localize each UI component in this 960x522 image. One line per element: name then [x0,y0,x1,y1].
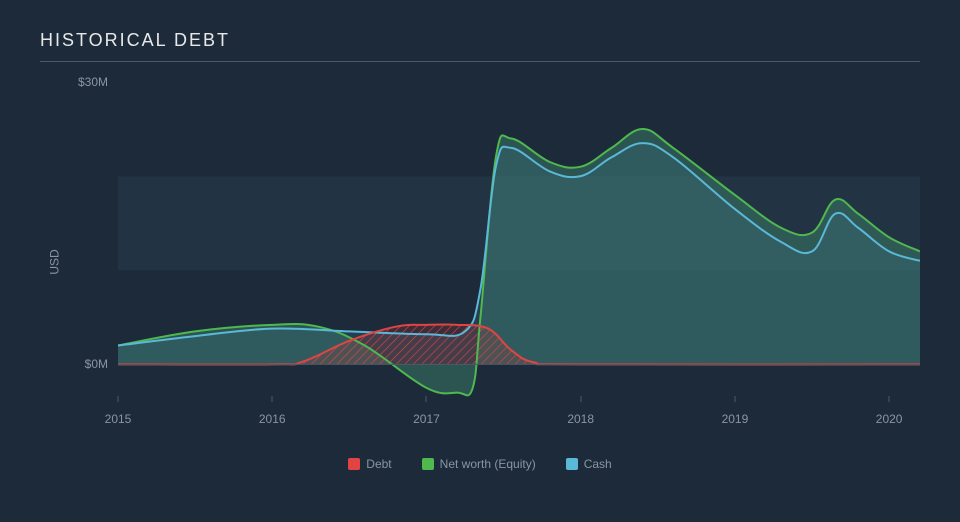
legend-item: Net worth (Equity) [422,457,536,471]
y-tick-label: $30M [78,75,108,89]
legend-swatch [422,458,434,470]
x-tick-label: 2019 [722,412,749,426]
x-tick-label: 2017 [413,412,440,426]
chart-plot [118,82,920,402]
legend-swatch [566,458,578,470]
legend-item: Cash [566,457,612,471]
legend-item: Debt [348,457,391,471]
x-tick-mark [580,396,581,402]
x-tick-mark [272,396,273,402]
x-tick-mark [734,396,735,402]
legend-label: Cash [584,457,612,471]
x-tick-label: 2018 [567,412,594,426]
x-tick-mark [889,396,890,402]
x-tick-label: 2015 [105,412,132,426]
legend-swatch [348,458,360,470]
chart-area: USD $0M$30M 201520162017201820192020 [70,82,920,442]
x-tick-label: 2020 [876,412,903,426]
x-tick-label: 2016 [259,412,286,426]
y-axis-label: USD [48,249,62,274]
legend-label: Net worth (Equity) [440,457,536,471]
chart-title: HISTORICAL DEBT [40,30,920,62]
y-tick-label: $0M [85,357,108,371]
legend: Debt Net worth (Equity) Cash [40,457,920,471]
x-tick-mark [118,396,119,402]
x-tick-mark [426,396,427,402]
legend-label: Debt [366,457,391,471]
